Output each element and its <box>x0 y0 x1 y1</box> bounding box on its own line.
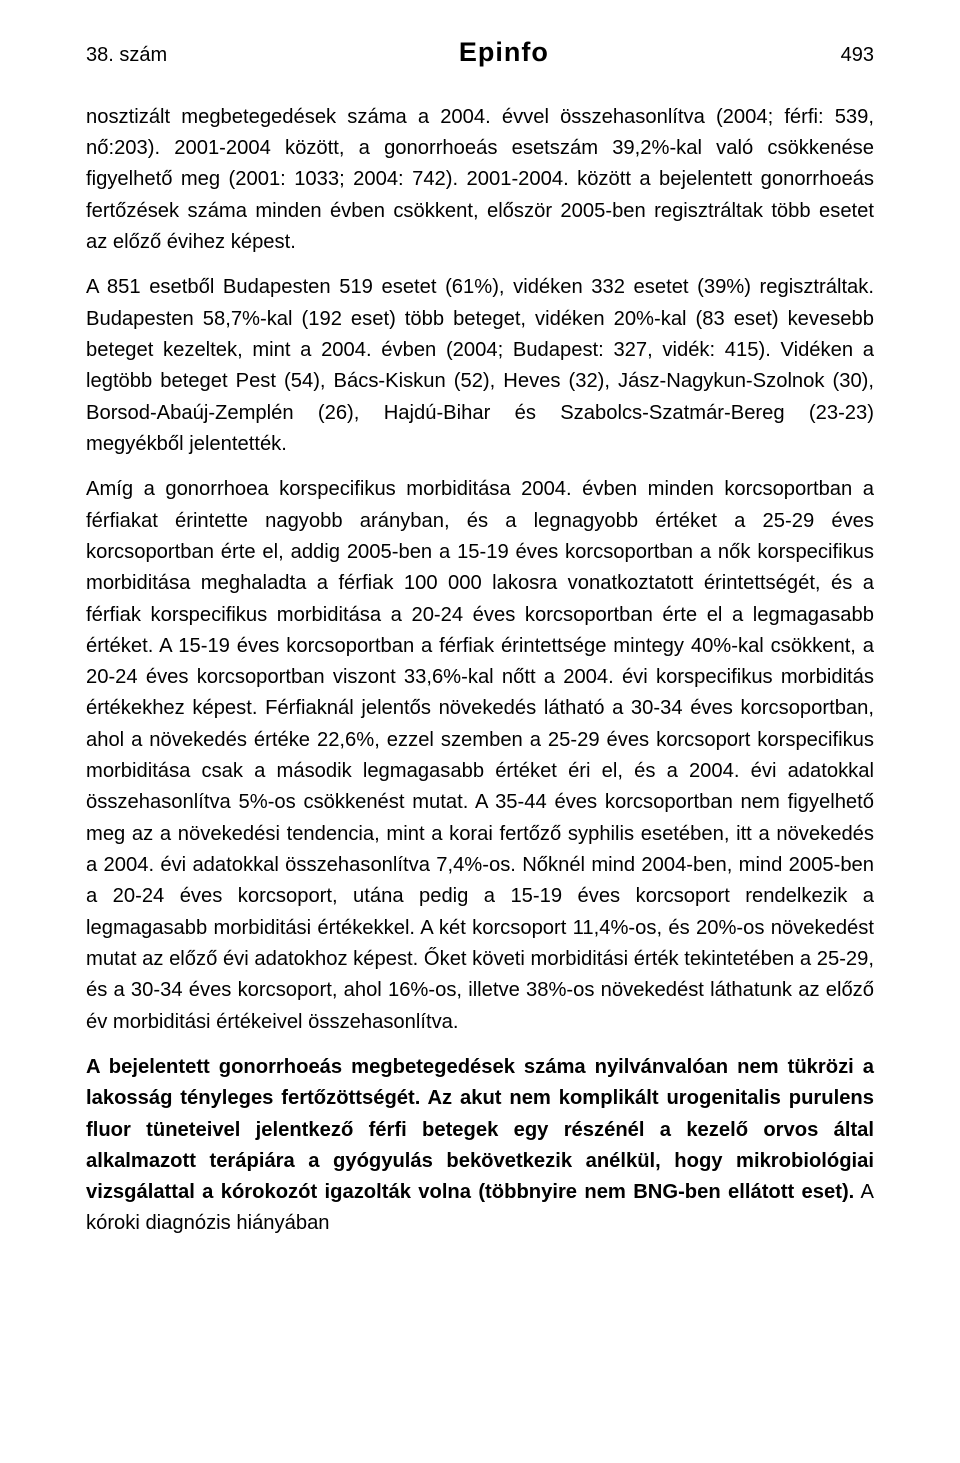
paragraph-1: nosztizált megbetegedések száma a 2004. … <box>86 102 874 259</box>
paragraph-2: A 851 esetből Budapesten 519 esetet (61%… <box>86 272 874 460</box>
paragraph-4: A bejelentett gonorrhoeás megbetegedések… <box>86 1052 874 1240</box>
header-issue-number: 38. szám <box>86 40 167 71</box>
paragraph-3: Amíg a gonorrhoea korspecifikus morbidit… <box>86 474 874 1038</box>
page-header: 38. szám Epinfo 493 <box>86 32 874 74</box>
document-page: 38. szám Epinfo 493 nosztizált megbetege… <box>0 0 960 1463</box>
header-page-number: 493 <box>841 40 874 71</box>
header-title: Epinfo <box>459 32 549 74</box>
paragraph-4-bold: A bejelentett gonorrhoeás megbetegedések… <box>86 1056 874 1203</box>
